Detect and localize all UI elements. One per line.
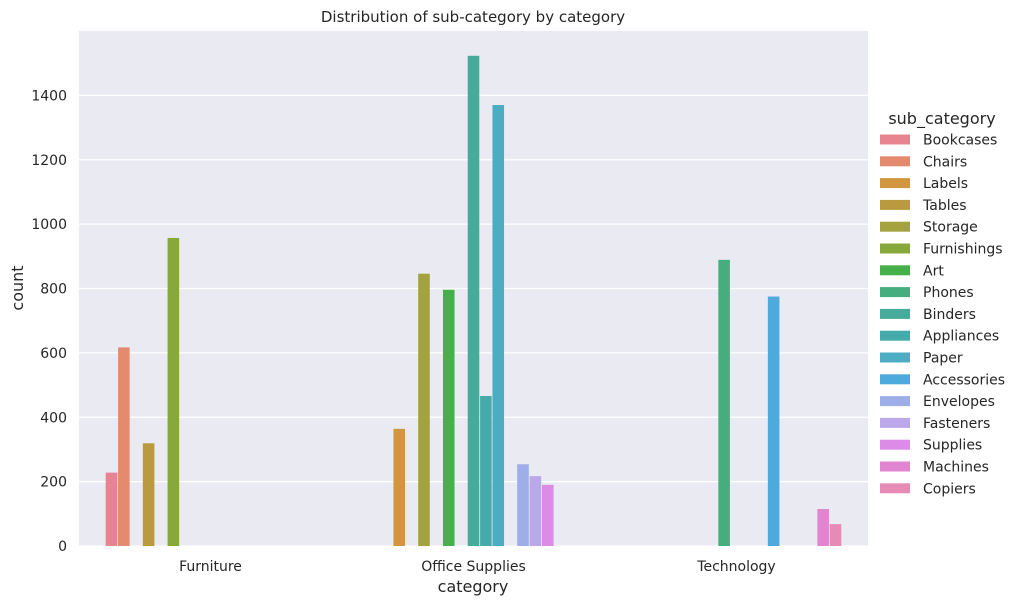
chart-title: Distribution of sub-category by category	[321, 8, 625, 26]
bar-labels-office-supplies	[393, 428, 406, 546]
legend-label: Bookcases	[923, 133, 997, 149]
bar-envelopes-office-supplies	[517, 464, 529, 546]
legend-swatch	[880, 199, 910, 210]
y-tick-label: 200	[40, 475, 67, 491]
legend-swatch	[880, 374, 910, 385]
y-tick-label: 0	[58, 539, 67, 555]
y-tick-label: 400	[40, 410, 67, 426]
y-tick-label: 1200	[31, 153, 67, 169]
bar-supplies-office-supplies	[541, 484, 554, 546]
legend-swatch	[880, 178, 910, 189]
legend-label: Phones	[923, 285, 974, 301]
legend-label: Appliances	[923, 329, 999, 345]
bar-paper-office-supplies	[492, 105, 505, 546]
bar-fasteners-office-supplies	[529, 476, 542, 546]
legend-swatch	[880, 439, 910, 450]
y-axis-label: count	[8, 265, 27, 310]
legend-swatch	[880, 417, 910, 428]
x-axis-ticks: Furniture Office Supplies Technology	[179, 559, 776, 575]
bar-phones-technology	[718, 259, 730, 546]
legend-label: Art	[923, 263, 944, 279]
bar-furnishings-furniture	[167, 237, 180, 546]
legend-swatch	[880, 265, 910, 276]
y-axis-ticks: 0 200 400 600 800 1000 1200 1400	[31, 88, 67, 555]
y-tick-label: 800	[40, 282, 67, 298]
legend-swatch	[880, 243, 910, 254]
x-tick-label: Technology	[696, 559, 775, 575]
legend: sub_category Bookcases Chairs Labels Tables…	[880, 109, 1005, 497]
legend-label: Fasteners	[923, 416, 990, 432]
legend-label: Supplies	[923, 438, 982, 454]
legend-swatch	[880, 330, 910, 341]
legend-swatch	[880, 396, 910, 407]
legend-label: Machines	[923, 460, 989, 476]
legend-swatch	[880, 287, 910, 298]
legend-label: Labels	[923, 176, 968, 192]
legend-swatch	[880, 461, 910, 472]
bar-accessories-technology	[767, 296, 780, 546]
legend-swatch	[880, 352, 910, 363]
y-tick-label: 1400	[31, 88, 67, 104]
bar-appliances-office-supplies	[480, 396, 492, 546]
x-axis-label: category	[438, 577, 509, 596]
x-tick-label: Furniture	[179, 559, 242, 575]
legend-label: Furnishings	[923, 242, 1003, 258]
legend-swatch	[880, 483, 910, 494]
legend-swatch	[880, 134, 910, 145]
bar-binders-office-supplies	[467, 55, 480, 547]
bar-machines-technology	[817, 508, 829, 546]
legend-label: Chairs	[923, 154, 967, 170]
legend-label: Envelopes	[923, 394, 995, 410]
legend-label: Copiers	[923, 481, 976, 497]
legend-label: Binders	[923, 307, 976, 323]
bar-storage-office-supplies	[418, 273, 430, 546]
bar-bookcases-furniture	[105, 472, 118, 546]
x-tick-label: Office Supplies	[421, 559, 526, 575]
legend-label: Accessories	[923, 372, 1005, 388]
legend-label: Paper	[923, 351, 963, 367]
y-tick-label: 600	[40, 346, 67, 362]
y-tick-label: 1000	[31, 217, 67, 233]
legend-swatch	[880, 221, 910, 232]
legend-label: Storage	[923, 220, 978, 236]
legend-swatch	[880, 156, 910, 167]
legend-label: Tables	[922, 198, 967, 214]
bar-chairs-furniture	[118, 347, 130, 546]
bars	[105, 55, 842, 547]
bar-art-office-supplies	[442, 289, 455, 546]
legend-swatch	[880, 308, 910, 319]
bar-tables-furniture	[142, 443, 155, 546]
legend-title: sub_category	[888, 109, 995, 129]
bar-copiers-technology	[829, 524, 842, 546]
